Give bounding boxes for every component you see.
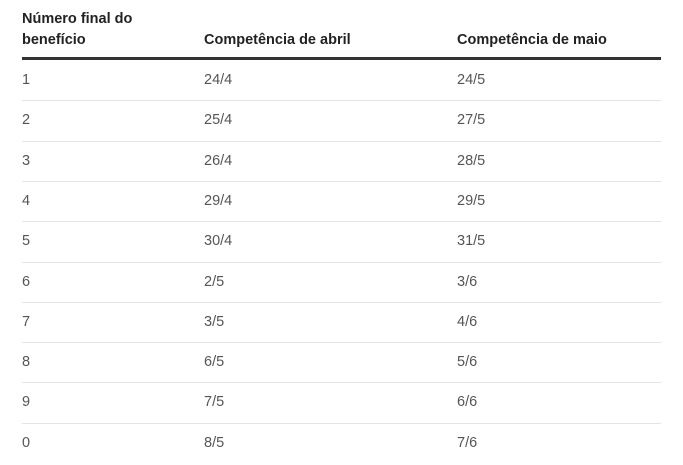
row-separator (22, 382, 661, 383)
table-cell: 25/4 (204, 112, 233, 128)
row-separator (22, 100, 661, 101)
row-separator (22, 302, 661, 303)
table-cell: 24/5 (457, 72, 486, 88)
table-cell: 7 (22, 314, 31, 330)
row-separator (22, 141, 661, 142)
table-cell: 3 (22, 153, 31, 169)
table-cell: 30/4 (204, 233, 233, 249)
row-separator (22, 181, 661, 182)
table-cell: 31/5 (457, 233, 486, 249)
table-cell: 5/6 (457, 354, 478, 370)
table-cell: 3/6 (457, 274, 478, 290)
table-cell: 2/5 (204, 274, 225, 290)
table-cell: 3/5 (204, 314, 225, 330)
table-cell: 29/5 (457, 193, 486, 209)
table-cell: 6/5 (204, 354, 225, 370)
table-cell: 29/4 (204, 193, 233, 209)
header-cell: Competência de abril (204, 32, 351, 48)
row-separator (22, 221, 661, 222)
table-cell: 2 (22, 112, 31, 128)
table-cell: 9 (22, 394, 31, 410)
row-separator (22, 423, 661, 424)
header-cell: Competência de maio (457, 32, 607, 48)
table-cell: 28/5 (457, 153, 486, 169)
table-cell: 27/5 (457, 112, 486, 128)
table-cell: 6/6 (457, 394, 478, 410)
header-cell: Número final do benefício (22, 11, 133, 48)
table-cell: 6 (22, 274, 31, 290)
table-cell: 8 (22, 354, 31, 370)
table-cell: 8/5 (204, 435, 225, 451)
table-cell: 24/4 (204, 72, 233, 88)
table-cell: 0 (22, 435, 31, 451)
table-cell: 1 (22, 72, 31, 88)
table-cell: 4 (22, 193, 31, 209)
table-cell: 4/6 (457, 314, 478, 330)
table-cell: 26/4 (204, 153, 233, 169)
table-cell: 7/6 (457, 435, 478, 451)
table-cell: 5 (22, 233, 31, 249)
row-separator (22, 342, 661, 343)
row-separator (22, 262, 661, 263)
table-cell: 7/5 (204, 394, 225, 410)
header-rule (22, 57, 661, 60)
